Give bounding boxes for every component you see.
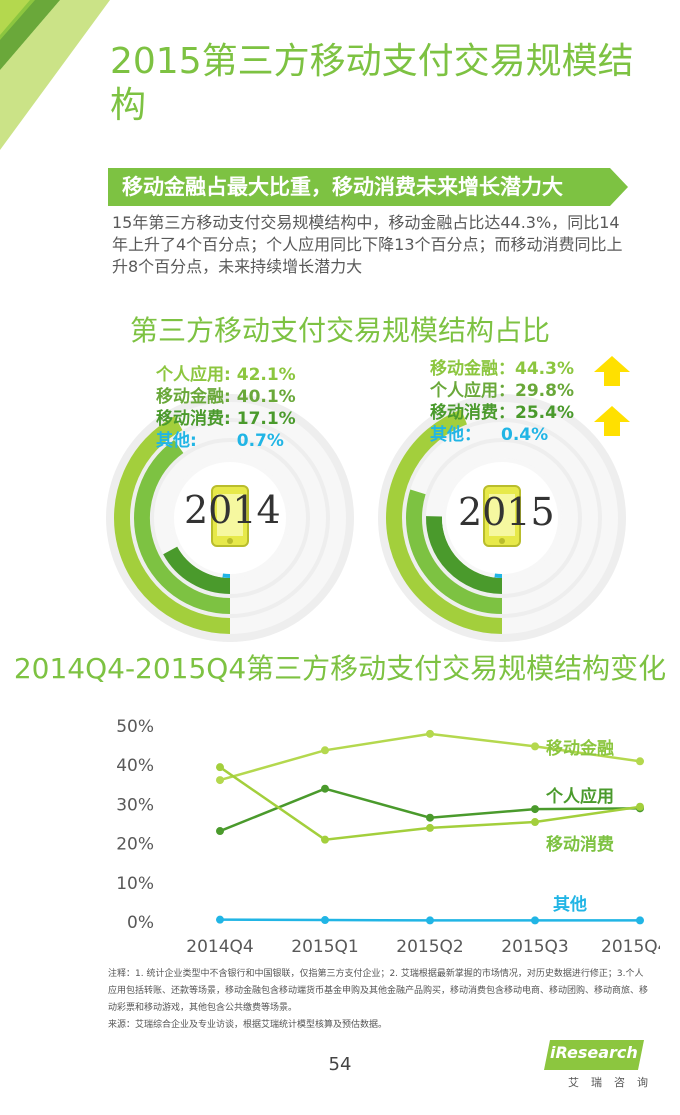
data-point bbox=[426, 813, 434, 822]
phone-icon bbox=[211, 485, 249, 547]
year-label-2015: 2015 bbox=[458, 490, 555, 534]
legend-value: 29.8% bbox=[515, 381, 574, 401]
data-point bbox=[321, 784, 329, 793]
arrow-up-icon bbox=[594, 406, 630, 436]
logo: iResearch bbox=[550, 1043, 638, 1062]
page-title: 2015第三方移动支付交易规模结构 bbox=[110, 41, 634, 126]
donut-ring-2 bbox=[163, 546, 231, 594]
logo-cn: 艾瑞咨询 bbox=[568, 1076, 660, 1089]
legend-name: 移动金融： bbox=[430, 359, 515, 379]
legend-value: 44.3% bbox=[515, 359, 574, 379]
data-point bbox=[321, 746, 329, 755]
source-text: 来源：艾瑞综合企业及专业访谈，根据艾瑞统计模型核算及预估数据。 bbox=[108, 1020, 388, 1030]
data-point bbox=[426, 916, 434, 925]
y-tick-label: 50% bbox=[116, 717, 154, 737]
arrow-up-icon bbox=[594, 356, 630, 386]
description-text: 15年第三方移动支付交易规模结构中，移动金融占比达44.3%，同比14年上升了4… bbox=[112, 213, 623, 276]
line-chart: 0% 10% 20% 30% 40% 50% 2014Q4 2015Q1 2015Q2 2015Q… bbox=[116, 717, 660, 957]
data-point bbox=[426, 729, 434, 738]
data-point bbox=[531, 818, 539, 827]
y-tick-label: 10% bbox=[116, 874, 154, 894]
legend-name: 个人应用: bbox=[156, 365, 231, 385]
donut-chart-2014 bbox=[106, 394, 354, 642]
legend-value: 0.4% bbox=[501, 425, 549, 445]
data-point bbox=[636, 916, 644, 925]
x-tick-label: 2015Q4e bbox=[601, 937, 660, 957]
y-tick-label: 40% bbox=[116, 756, 154, 776]
legend-item-2014: 移动消费: 17.1% bbox=[156, 408, 296, 430]
data-point bbox=[216, 827, 224, 836]
legend-item-2015: 移动金融：44.3% bbox=[430, 358, 574, 380]
page-number: 54 bbox=[328, 1054, 352, 1075]
legend-item-2015: 个人应用：29.8% bbox=[430, 380, 574, 402]
legend-item-2014: 移动金融: 40.1% bbox=[156, 386, 296, 408]
y-tick-label: 20% bbox=[116, 835, 154, 855]
legend-name: 其他: bbox=[156, 431, 197, 451]
x-tick-label: 2014Q4 bbox=[186, 937, 253, 957]
donut-ring-1 bbox=[406, 489, 503, 614]
corner-decoration bbox=[0, 0, 110, 150]
legend-2014: 个人应用: 42.1% 移动金融: 40.1% 移动消费: 17.1% 其他: … bbox=[156, 364, 296, 452]
data-point bbox=[531, 805, 539, 814]
legend-value: 25.4% bbox=[515, 403, 574, 423]
series-label-personal: 个人应用 bbox=[546, 787, 614, 807]
series-label-finance: 移动金融 bbox=[546, 739, 614, 759]
legend-item-2014: 其他: 0.7% bbox=[156, 430, 296, 452]
series-label-other: 其他 bbox=[553, 895, 587, 915]
phone-icon bbox=[483, 485, 521, 547]
data-point bbox=[426, 823, 434, 832]
legend-name: 个人应用： bbox=[430, 381, 515, 401]
logo-background bbox=[544, 1040, 644, 1070]
year-label-2014: 2014 bbox=[184, 488, 281, 532]
series-label-consumption: 移动消费 bbox=[546, 835, 614, 855]
donut-ring-1 bbox=[134, 439, 231, 614]
y-tick-label: 0% bbox=[127, 913, 154, 933]
legend-2015: 移动金融：44.3% 个人应用：29.8% 移动消费：25.4% 其他： 0.4% bbox=[430, 358, 574, 446]
legend-name: 其他： bbox=[430, 425, 481, 445]
data-point bbox=[321, 916, 329, 925]
legend-item-2014: 个人应用: 42.1% bbox=[156, 364, 296, 386]
banner-text: 移动金融占最大比重，移动消费未来增长潜力大 bbox=[122, 175, 563, 199]
data-point bbox=[531, 742, 539, 751]
legend-value: 42.1% bbox=[236, 365, 296, 385]
data-point bbox=[321, 835, 329, 844]
line-chart-title: 2014Q4-2015Q4第三方移动支付交易规模结构变化 bbox=[13, 652, 667, 685]
legend-name: 移动金融: bbox=[156, 387, 231, 407]
data-point bbox=[216, 915, 224, 924]
legend-value: 0.7% bbox=[236, 431, 284, 451]
notes: 注释：1. 统计企业类型中不含银行和中国银联，仅指第三方支付企业；2. 艾瑞根据… bbox=[108, 966, 648, 1034]
legend-item-2015: 移动消费：25.4% bbox=[430, 402, 574, 424]
x-tick-label: 2015Q3 bbox=[501, 937, 568, 957]
x-tick-label: 2015Q1 bbox=[291, 937, 358, 957]
donut-ring-0 bbox=[114, 416, 231, 634]
data-point bbox=[636, 802, 644, 811]
data-point bbox=[636, 757, 644, 766]
notes-text: 注释：1. 统计企业类型中不含银行和中国银联，仅指第三方支付企业；2. 艾瑞根据… bbox=[108, 969, 649, 1013]
legend-value: 17.1% bbox=[236, 409, 296, 429]
banner-background bbox=[108, 168, 628, 206]
legend-name: 移动消费: bbox=[156, 409, 231, 429]
donut-ring-2 bbox=[426, 516, 503, 594]
data-point bbox=[216, 776, 224, 785]
legend-name: 移动消费： bbox=[430, 403, 515, 423]
legend-item-2015: 其他： 0.4% bbox=[430, 424, 574, 446]
data-point bbox=[531, 916, 539, 925]
donut-chart-2015 bbox=[378, 394, 626, 642]
legend-value: 40.1% bbox=[236, 387, 296, 407]
data-point bbox=[216, 763, 224, 772]
y-tick-label: 30% bbox=[116, 795, 154, 815]
donut-ring-0 bbox=[386, 409, 503, 634]
x-tick-label: 2015Q2 bbox=[396, 937, 463, 957]
donut-section-title: 第三方移动支付交易规模结构占比 bbox=[129, 314, 550, 347]
